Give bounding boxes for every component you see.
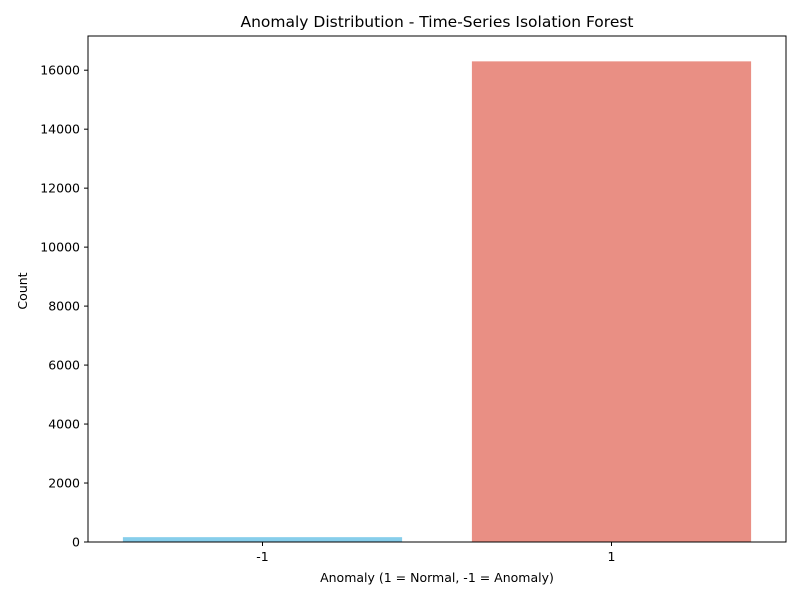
plot-border — [87, 35, 787, 543]
y-tick-label: 8000 — [48, 299, 80, 314]
chart-title: Anomaly Distribution - Time-Series Isola… — [240, 13, 633, 31]
y-tick-label: 2000 — [48, 476, 80, 491]
y-tick-label: 12000 — [40, 181, 80, 196]
x-tick-label: -1 — [256, 549, 268, 564]
plot-frame — [87, 35, 787, 543]
y-tick-label: 16000 — [40, 63, 80, 78]
x-axis-ticks: -1 1 — [256, 542, 615, 564]
y-tick-label: 14000 — [40, 122, 80, 137]
y-tick-label: 0 — [72, 535, 80, 550]
y-axis-ticks: 0 2000 4000 6000 8000 10000 12000 14000 16000 — [40, 63, 88, 550]
bar-1 — [471, 61, 752, 542]
bars-layer — [122, 61, 752, 542]
bar--1 — [122, 537, 403, 542]
y-axis-label: Count — [15, 272, 30, 309]
x-tick-label: 1 — [608, 549, 616, 564]
y-tick-label: 6000 — [48, 358, 80, 373]
x-axis-label: Anomaly (1 = Normal, -1 = Anomaly) — [320, 570, 554, 585]
y-tick-label: 10000 — [40, 240, 80, 255]
y-tick-label: 4000 — [48, 417, 80, 432]
